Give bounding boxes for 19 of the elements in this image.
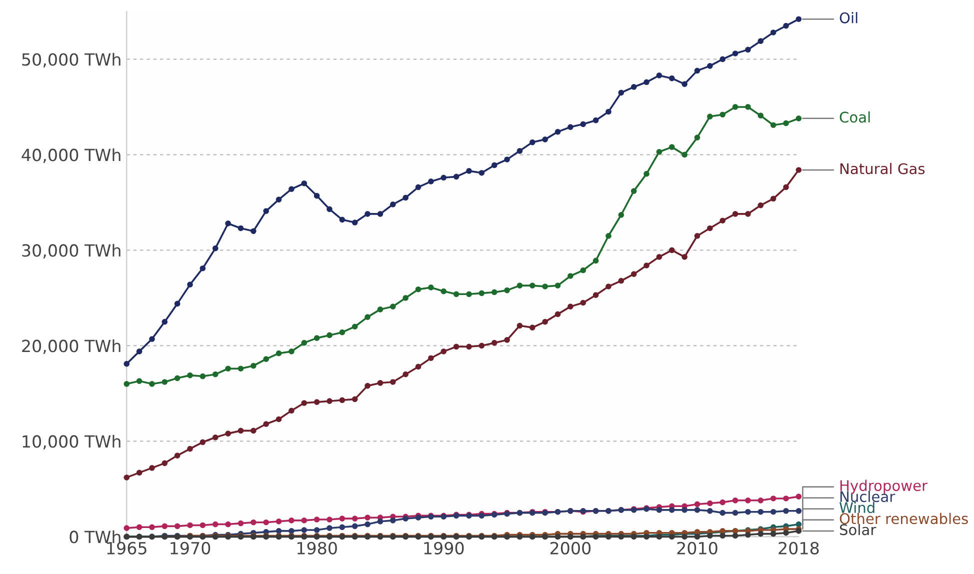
text: Natural Gas <box>840 162 925 174</box>
text: Oil <box>840 12 858 24</box>
x-tick-label: 1980 <box>297 542 337 554</box>
y-tick-label: 30,000 TWh <box>22 244 120 258</box>
x-tick-label: 1965 <box>107 542 146 554</box>
x-tick-label: 1990 <box>424 542 464 554</box>
y-tick-label: 40,000 TWh <box>22 148 120 163</box>
text: Wind <box>839 502 874 514</box>
x-tick-label: 2000 <box>550 542 591 554</box>
text: Coal <box>840 111 870 123</box>
y-tick-label: 50,000 TWh <box>22 52 120 68</box>
y-tick-label: 20,000 TWh <box>22 339 120 354</box>
text: Other renewables <box>840 512 968 524</box>
x-tick-label: 1970 <box>170 542 210 554</box>
y-tick-label: 0 TWh <box>70 530 120 544</box>
text: Solar <box>840 524 876 536</box>
x-tick-label: 2010 <box>677 542 718 554</box>
y-tick-label: 10,000 TWh <box>22 434 120 450</box>
x-tick-label: 2018 <box>778 542 819 554</box>
